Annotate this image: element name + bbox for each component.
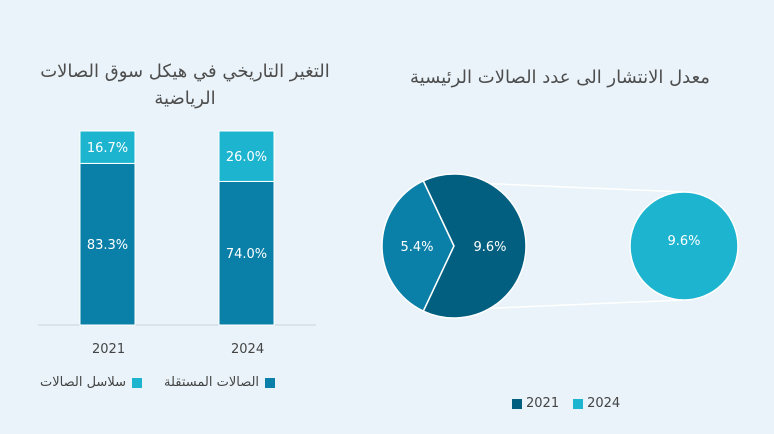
pie-legend: 2021 2024 xyxy=(512,396,620,411)
circle-2024-label: 9.6% xyxy=(667,234,700,249)
legend-label-2024: 2024 xyxy=(587,396,621,411)
legend-item-2024: 2024 xyxy=(573,396,620,411)
bar-chart-title: التغير التاريخي في هيكل سوق الصالات الري… xyxy=(40,61,330,109)
pie-label-small: 5.4% xyxy=(400,240,433,255)
bar-2021-series-1 xyxy=(79,130,136,164)
legend-swatch-chains xyxy=(131,377,142,388)
pie-label-large: 9.6% xyxy=(473,240,506,255)
pie-chart-title: معدل الانتشار الى عدد الصالات الرئيسية xyxy=(410,67,710,88)
legend-swatch-2024 xyxy=(573,398,584,409)
bar-label-2024-series-1: 26.0% xyxy=(226,150,267,165)
bar-label-2024-series-0: 74.0% xyxy=(226,247,267,262)
bar-2024-series-1 xyxy=(218,130,275,182)
legend-label-chains: سلاسل الصالات xyxy=(40,375,126,390)
legend-swatch-2021 xyxy=(512,398,522,409)
bar-legend: الصالات المستقلة سلاسل الصالات xyxy=(40,375,276,390)
legend-item-chains: سلاسل الصالات xyxy=(40,375,142,390)
legend-label-independent: الصالات المستقلة xyxy=(163,375,260,390)
bar-2021-series-0 xyxy=(79,162,136,326)
legend-label-2021: 2021 xyxy=(526,396,560,411)
legend-item-2021: 2021 xyxy=(512,396,559,411)
x-tick-2024: 2024 xyxy=(231,342,265,357)
legend-item-independent: الصالات المستقلة xyxy=(163,375,276,390)
bar-label-2021-series-0: 83.3% xyxy=(87,238,128,253)
bar-2024-series-0 xyxy=(218,180,275,326)
legend-swatch-independent xyxy=(265,377,276,388)
pie-slice-small xyxy=(381,179,455,313)
bar-label-2021-series-1: 16.7% xyxy=(87,141,128,156)
circle-2024 xyxy=(629,191,739,301)
x-tick-2021: 2021 xyxy=(92,342,126,357)
pie-slice-large xyxy=(422,173,527,319)
